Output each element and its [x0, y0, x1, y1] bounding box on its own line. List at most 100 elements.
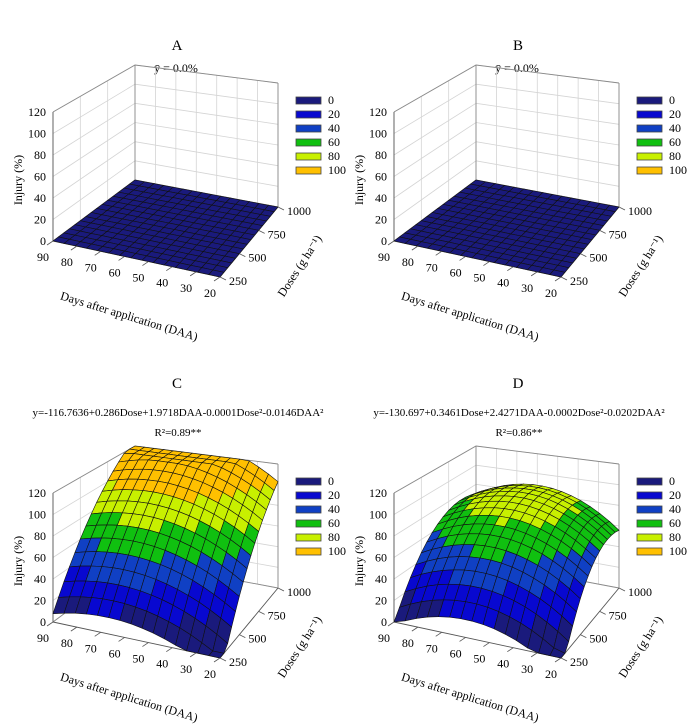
legend-swatch: [636, 152, 663, 161]
z-tick-label: 0: [40, 234, 46, 248]
z-tick-label: 120: [369, 486, 387, 500]
x-tick: [94, 250, 101, 256]
legend-label: 80: [328, 530, 340, 544]
legend-label: 60: [328, 135, 340, 149]
z-axis-title: Injury (%): [352, 536, 366, 586]
legend-label: 40: [669, 502, 681, 516]
panel-letter: D: [513, 376, 524, 392]
x-tick-label: 80: [61, 255, 73, 269]
y-tick: [618, 206, 626, 211]
x-tick: [483, 642, 490, 647]
z-tick-label: 20: [34, 594, 46, 608]
x-tick: [554, 657, 562, 663]
y-tick: [258, 610, 265, 615]
x-tick: [387, 621, 395, 627]
z-tick-label: 80: [375, 148, 387, 162]
legend-swatch: [636, 477, 663, 486]
x-tick-label: 40: [497, 657, 509, 671]
y-tick-label: 750: [268, 227, 286, 241]
x-axis-title: Days after application (DAA): [400, 670, 541, 724]
y-tick: [599, 610, 606, 615]
regression-equation: y=-116.7636+0.286Dose+1.9718DAA-0.0001Do…: [33, 407, 325, 419]
x-tick-label: 30: [521, 662, 533, 676]
wall-gridline-z: [52, 102, 279, 156]
x-tick: [46, 240, 54, 246]
legend-swatch: [636, 166, 663, 175]
x-tick-label: 90: [37, 250, 49, 264]
x-tick: [554, 276, 562, 282]
x-tick-label: 70: [426, 641, 438, 655]
x-tick: [507, 647, 514, 653]
x-tick-label: 50: [132, 652, 144, 666]
surface: [393, 179, 620, 278]
x-tick-label: 30: [180, 281, 192, 295]
z-tick-label: 20: [375, 213, 387, 227]
legend-label: 20: [328, 488, 340, 502]
x-tick-label: 50: [473, 652, 485, 666]
x-tick-label: 70: [85, 260, 97, 274]
legend-swatch: [295, 491, 322, 500]
y-tick-label: 750: [609, 227, 627, 241]
x-tick: [70, 245, 78, 251]
y-tick: [277, 587, 285, 592]
y-tick: [239, 253, 246, 258]
x-tick-label: 60: [109, 646, 121, 660]
x-tick: [94, 631, 101, 637]
x-tick: [142, 642, 149, 647]
y-tick-label: 250: [570, 655, 588, 669]
y-tick-label: 1000: [287, 585, 311, 599]
y-tick-label: 1000: [628, 204, 652, 218]
z-tick-label: 60: [34, 170, 46, 184]
z-tick-label: 60: [34, 551, 46, 565]
x-tick-label: 60: [450, 265, 462, 279]
y-tick: [219, 276, 227, 281]
panel-letter: C: [172, 376, 182, 392]
x-tick-label: 20: [204, 667, 216, 681]
z-tick-label: 100: [369, 508, 387, 522]
z-tick-label: 80: [375, 529, 387, 543]
x-tick-label: 80: [61, 636, 73, 650]
z-tick-label: 0: [381, 234, 387, 248]
z-axis-title: Injury (%): [11, 155, 25, 205]
x-tick: [435, 250, 442, 256]
z-tick-label: 120: [28, 486, 46, 500]
y-tick-label: 1000: [287, 204, 311, 218]
z-tick-label: 80: [34, 529, 46, 543]
x-tick-label: 70: [426, 260, 438, 274]
x-tick: [118, 256, 125, 261]
legend-swatch: [295, 547, 322, 556]
y-tick-label: 250: [229, 274, 247, 288]
legend-swatch: [636, 96, 663, 105]
legend-swatch: [295, 533, 322, 542]
x-tick: [118, 637, 125, 642]
x-axis-title: Days after application (DAA): [59, 289, 200, 344]
legend-label: 60: [669, 516, 681, 530]
legend-label: 100: [669, 163, 687, 177]
legend-swatch: [636, 110, 663, 119]
panel-d: Dy=-130.697+0.3461Dose+2.4271DAA-0.0002D…: [352, 376, 687, 724]
surface-cell: [549, 647, 566, 659]
regression-equation: y=-130.697+0.3461Dose+2.4271DAA-0.0002Do…: [373, 407, 665, 419]
x-tick-label: 90: [378, 631, 390, 645]
legend-label: 80: [328, 149, 340, 163]
x-tick: [507, 266, 514, 272]
z-tick-label: 40: [34, 191, 46, 205]
x-axis-title: Days after application (DAA): [400, 289, 541, 344]
x-tick: [530, 652, 538, 658]
x-tick: [483, 261, 490, 266]
z-tick-label: 40: [375, 191, 387, 205]
y-tick-label: 750: [609, 608, 627, 622]
y-tick: [258, 229, 265, 234]
surface-cell: [208, 269, 225, 278]
r-squared: R²=0.89**: [154, 427, 201, 439]
legend-swatch: [295, 110, 322, 119]
y-tick: [239, 634, 246, 639]
legend-label: 100: [328, 544, 346, 558]
x-tick-label: 20: [545, 286, 557, 300]
legend-swatch: [295, 96, 322, 105]
y-tick: [277, 206, 285, 211]
